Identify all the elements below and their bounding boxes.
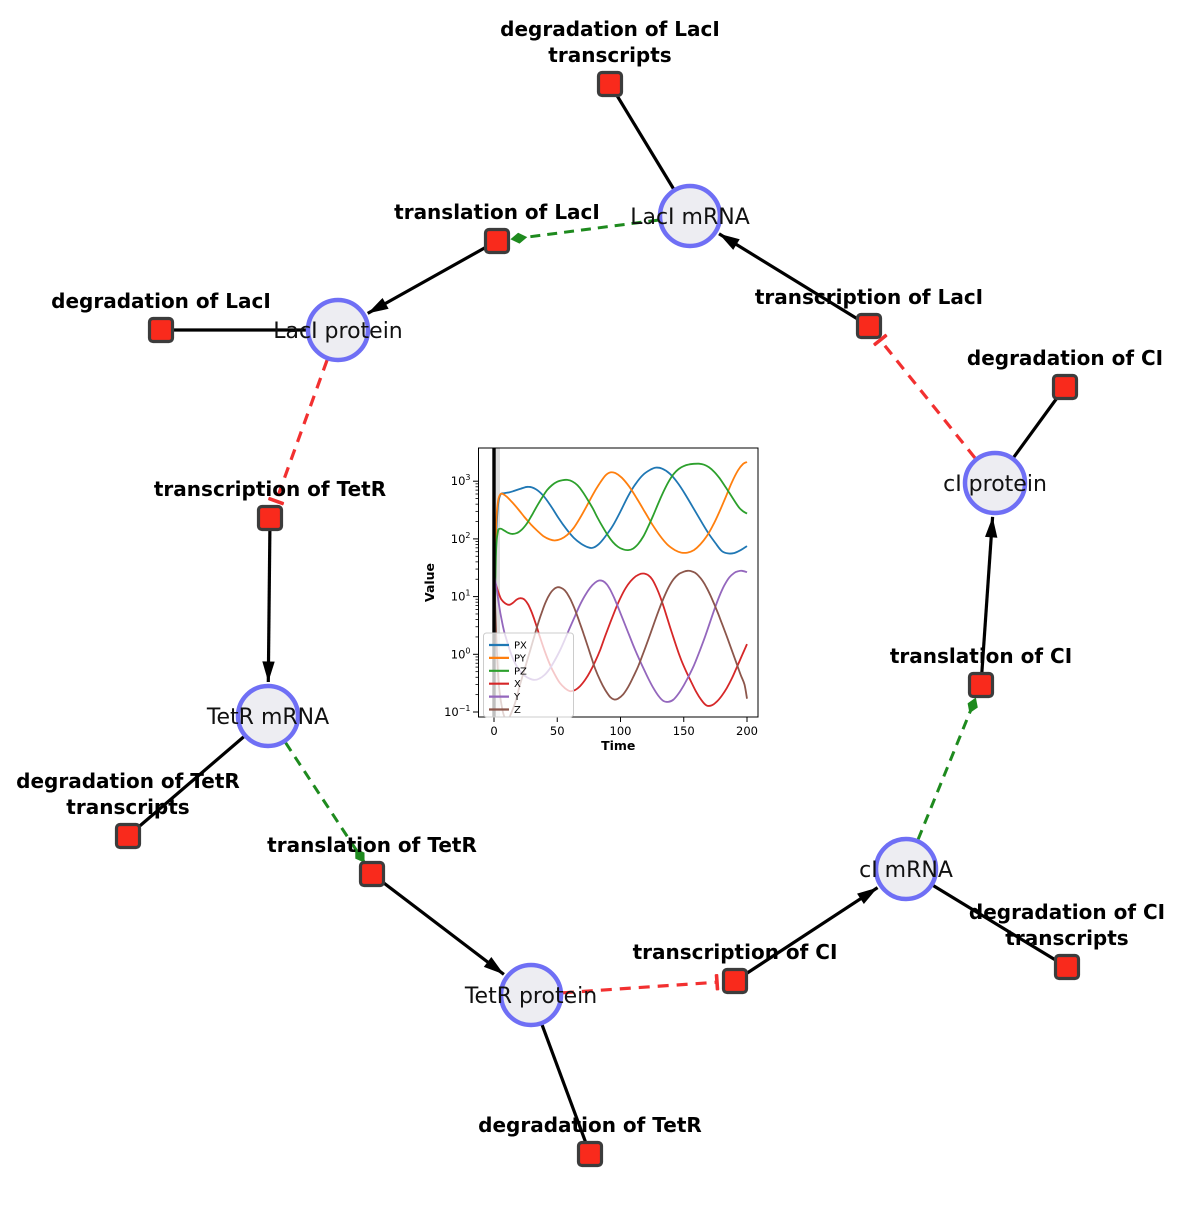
species-node-laci_mrna	[657, 183, 723, 249]
legend-label-Z: Z	[514, 705, 521, 716]
y-tick-label: 100	[451, 646, 471, 661]
chart-frame	[478, 447, 759, 718]
reaction-node-translation_tetr	[358, 860, 386, 888]
reaction-node-deg_laci_tx	[596, 70, 624, 98]
reaction-label-transcription_ci-line0: transcription of CI	[633, 940, 838, 964]
edge-inhibition-laci_protein-to-transcription_tetr	[268, 359, 329, 506]
species-label-laci_mrna: LacI mRNA	[630, 205, 750, 230]
edge-arrow-transcription_ci-to-ci_mrna	[734, 886, 879, 983]
series-line-X	[493, 572, 748, 707]
y-axis-title: Value	[422, 563, 437, 602]
species-label-tetr_protein: TetR protein	[464, 984, 597, 1009]
y-tick-label: 103	[451, 473, 471, 488]
label-layer: LacI mRNA LacI protein TetR mRNA TetR prote…	[16, 17, 1165, 1137]
reaction-node-transcription_tetr	[256, 504, 284, 532]
species-node-laci_protein	[305, 297, 371, 363]
reaction-node-deg_tetr_tx	[114, 822, 142, 850]
node-layer	[114, 70, 1081, 1168]
series-line-PY	[493, 461, 748, 655]
x-tick-label: 150	[673, 724, 695, 738]
legend-label-PY: PY	[514, 653, 527, 664]
reaction-label-deg_laci-line0: degradation of LacI	[51, 289, 271, 313]
x-tick-label: 0	[490, 724, 497, 738]
y-axis-ticks: 10−1 100 101 102 103	[444, 473, 479, 719]
edge-activation-tetr_mrna-to-translation_tetr	[284, 741, 366, 864]
species-node-tetr_protein	[498, 962, 564, 1028]
legend-label-PX: PX	[514, 641, 527, 652]
edge-arrow-translation_tetr-to-tetr_protein	[371, 872, 505, 976]
reaction-label-transcription_tetr-line0: transcription of TetR	[154, 477, 386, 501]
edge-arrow-translation_ci-to-ci_protein	[979, 516, 998, 686]
species-node-ci_protein	[962, 450, 1028, 516]
reaction-label-deg_tetr_tx-line1: transcripts	[66, 795, 189, 819]
reaction-label-translation_ci-line0: translation of CI	[890, 644, 1072, 668]
x-tick-label: 100	[610, 724, 632, 738]
y-tick-label: 101	[451, 589, 471, 604]
edge-inhibition-ci_protein-to-transcription_laci	[873, 333, 977, 460]
reaction-node-transcription_ci	[721, 967, 749, 995]
species-label-ci_protein: cI protein	[943, 472, 1047, 497]
reaction-label-deg_laci_tx-line1: transcripts	[548, 43, 671, 67]
reaction-label-translation_laci-line0: translation of LacI	[394, 200, 600, 224]
species-label-laci_protein: LacI protein	[273, 319, 403, 344]
legend-label-PZ: PZ	[514, 666, 527, 677]
reaction-node-deg_ci_tx	[1053, 953, 1081, 981]
x-tick-label: 50	[550, 724, 565, 738]
edge-arrow-transcription_tetr-to-tetr_mrna	[262, 517, 275, 683]
reaction-node-deg_laci	[147, 316, 175, 344]
legend-label-Y: Y	[513, 692, 521, 703]
edge-arrow-transcription_laci-to-laci_mrna	[718, 232, 870, 328]
edge-activation-ci_mrna-to-translation_ci	[916, 697, 978, 840]
reaction-label-deg_laci_tx-line0: degradation of LacI	[500, 17, 720, 41]
reaction-node-deg_tetr	[576, 1140, 604, 1168]
reaction-label-deg_ci-line0: degradation of CI	[967, 346, 1163, 370]
reaction-node-translation_ci	[967, 671, 995, 699]
edge-activation-laci_mrna-to-translation_laci	[510, 218, 659, 244]
reaction-label-deg_tetr_tx-line0: degradation of TetR	[16, 769, 240, 793]
series-line-PZ	[493, 462, 748, 655]
reaction-node-transcription_laci	[855, 312, 883, 340]
edge-arrow-translation_laci-to-laci_protein	[366, 239, 498, 315]
reaction-label-deg_ci_tx-line1: transcripts	[1005, 926, 1128, 950]
reaction-label-deg_tetr-line0: degradation of TetR	[478, 1113, 702, 1137]
reaction-node-deg_ci	[1051, 373, 1079, 401]
reaction-label-deg_ci_tx-line0: degradation of CI	[969, 900, 1165, 924]
x-axis-ticks: 0 50 100 150 200	[490, 717, 758, 738]
species-label-tetr_mrna: TetR mRNA	[206, 705, 329, 730]
inset-chart: 0 50 100 150 20010−1100101102103TimeValuePXP…	[420, 436, 776, 770]
x-axis-title: Time	[601, 738, 635, 753]
reaction-label-transcription_laci-line0: transcription of LacI	[755, 285, 983, 309]
y-tick-label: 10−1	[444, 704, 470, 719]
legend-label-X: X	[514, 679, 521, 690]
y-tick-label: 102	[451, 531, 471, 546]
time-zero-band	[493, 448, 500, 717]
x-tick-label: 200	[736, 724, 758, 738]
species-label-ci_mrna: cI mRNA	[859, 858, 953, 883]
series-line-PX	[493, 466, 748, 637]
edge-inhibition-tetr_protein-to-transcription_ci	[562, 973, 720, 995]
species-node-tetr_mrna	[235, 683, 301, 749]
reaction-node-translation_laci	[483, 227, 511, 255]
reaction-label-translation_tetr-line0: translation of TetR	[267, 833, 477, 857]
species-node-ci_mrna	[873, 836, 939, 902]
